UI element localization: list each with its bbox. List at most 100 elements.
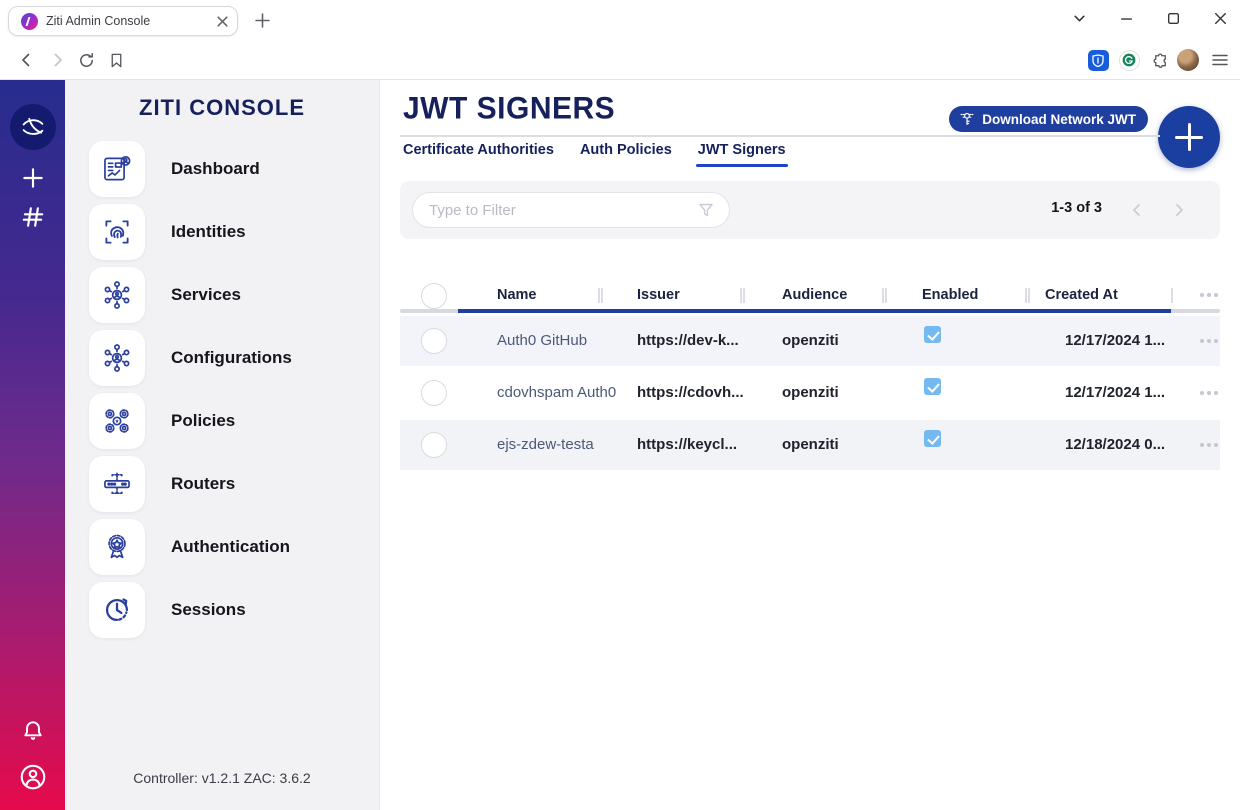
sidebar-item-services[interactable]: Services <box>89 267 359 323</box>
column-header-name[interactable]: Name <box>497 287 537 303</box>
column-resize-handle[interactable] <box>598 288 603 303</box>
jwt-key-icon <box>960 112 974 125</box>
bookmark-icon[interactable] <box>104 48 128 72</box>
network-icon <box>89 330 145 386</box>
browser-tabstrip: Ziti Admin Console <box>0 0 1240 40</box>
dashboard-icon <box>89 141 145 197</box>
forward-icon[interactable] <box>46 48 70 72</box>
sidebar-item-label: Services <box>171 285 241 304</box>
medal-icon <box>89 519 145 575</box>
enabled-checkbox[interactable] <box>924 378 941 395</box>
table-row[interactable]: Auth0 GitHub https://dev-k... openziti 1… <box>400 316 1220 366</box>
grammarly-extension-icon[interactable] <box>1117 48 1141 72</box>
sidebar-item-label: Routers <box>171 474 236 493</box>
rail-add-icon[interactable] <box>0 165 65 191</box>
sidebar-item-configurations[interactable]: Configurations <box>89 330 359 386</box>
add-jwt-signer-button[interactable] <box>1158 106 1220 168</box>
browser-toolbar: https://ctrl.cdaws.clint.demo.openziti.o… <box>0 40 1240 115</box>
sidebar-item-authentication[interactable]: Authentication <box>89 519 359 575</box>
column-header-enabled[interactable]: Enabled <box>922 287 979 303</box>
cell-issuer: https://keycl... <box>637 436 738 453</box>
app-rail <box>0 80 65 810</box>
ziti-favicon <box>21 12 38 30</box>
cell-name[interactable]: ejs-zdew-testa <box>497 436 594 453</box>
window-minimize-button[interactable] <box>1116 8 1136 28</box>
download-button-label: Download Network JWT <box>982 111 1136 127</box>
profile-avatar[interactable] <box>1176 48 1200 72</box>
cell-name[interactable]: Auth0 GitHub <box>497 332 588 349</box>
pagination-prev-icon[interactable] <box>1126 199 1148 221</box>
table-row[interactable]: ejs-zdew-testa https://keycl... openziti… <box>400 420 1220 470</box>
cell-issuer: https://cdovh... <box>637 384 744 401</box>
rail-hash-icon[interactable] <box>0 204 65 230</box>
gears-icon <box>89 393 145 449</box>
column-resize-handle[interactable] <box>740 288 745 303</box>
sidebar-item-label: Sessions <box>171 600 246 619</box>
column-resize-handle[interactable] <box>1171 288 1173 303</box>
extensions-puzzle-icon[interactable] <box>1148 48 1172 72</box>
tab-certificate-authorities[interactable]: Certificate Authorities <box>403 142 554 158</box>
fingerprint-icon <box>89 204 145 260</box>
sidebar-item-label: Identities <box>171 222 246 241</box>
sidebar-item-dashboard[interactable]: Dashboard <box>89 141 359 197</box>
sidebar-item-identities[interactable]: Identities <box>89 204 359 260</box>
column-resize-handle[interactable] <box>882 288 887 303</box>
filter-input[interactable] <box>412 192 730 228</box>
reload-icon[interactable] <box>74 48 98 72</box>
enabled-checkbox[interactable] <box>924 430 941 447</box>
column-header-created-at[interactable]: Created At <box>1045 287 1118 303</box>
row-menu-icon[interactable] <box>1200 443 1218 447</box>
browser-tab[interactable]: Ziti Admin Console <box>8 6 238 36</box>
window-close-button[interactable] <box>1210 8 1230 28</box>
clock-icon <box>89 582 145 638</box>
tab-search-chevron-icon[interactable] <box>1069 8 1089 28</box>
row-select-radio[interactable] <box>421 432 447 458</box>
account-icon[interactable] <box>0 762 65 792</box>
sidebar: ZITI CONSOLE Dashboard <box>65 80 380 810</box>
row-select-radio[interactable] <box>421 380 447 406</box>
sidebar-item-label: Configurations <box>171 348 292 367</box>
cell-audience: openziti <box>782 436 839 453</box>
back-icon[interactable] <box>14 48 38 72</box>
tab-jwt-signers[interactable]: JWT Signers <box>695 142 788 167</box>
filter-funnel-icon[interactable] <box>696 200 716 220</box>
row-menu-icon[interactable] <box>1200 391 1218 395</box>
version-info: Controller: v1.2.1 ZAC: 3.6.2 <box>133 770 311 786</box>
notifications-bell-icon[interactable] <box>0 718 65 744</box>
tab-title: Ziti Admin Console <box>46 14 151 28</box>
table-header-underline-accent <box>458 309 1171 313</box>
column-header-issuer[interactable]: Issuer <box>637 287 680 303</box>
main-content: JWT SIGNERS Download Network JWT Certifi… <box>380 80 1240 810</box>
sidebar-item-label: Policies <box>171 411 236 430</box>
cell-audience: openziti <box>782 332 839 349</box>
page-title: JWT SIGNERS <box>403 91 616 126</box>
ziti-logo-icon[interactable] <box>0 104 65 150</box>
browser-menu-icon[interactable] <box>1208 48 1232 72</box>
cell-created-at: 12/17/2024 1... <box>1065 332 1166 349</box>
tab-close-icon[interactable] <box>216 15 229 28</box>
sidebar-item-sessions[interactable]: Sessions <box>89 582 359 638</box>
cell-name[interactable]: cdovhspam Auth0 <box>497 384 617 401</box>
enabled-checkbox[interactable] <box>924 326 941 343</box>
window-maximize-button[interactable] <box>1163 8 1183 28</box>
sidebar-item-label: Dashboard <box>171 159 260 178</box>
network-icon <box>89 267 145 323</box>
row-menu-icon[interactable] <box>1200 339 1218 343</box>
table-header: Name Issuer Audience Enabled Created At <box>400 283 1220 309</box>
table-row[interactable]: cdovhspam Auth0 https://cdovh... openzit… <box>400 368 1220 418</box>
sidebar-item-policies[interactable]: Policies <box>89 393 359 449</box>
row-select-radio[interactable] <box>421 328 447 354</box>
column-header-audience[interactable]: Audience <box>782 287 848 303</box>
tab-auth-policies[interactable]: Auth Policies <box>579 142 672 158</box>
column-resize-handle[interactable] <box>1025 288 1030 303</box>
cell-audience: openziti <box>782 384 839 401</box>
select-all-radio[interactable] <box>421 283 447 309</box>
bitwarden-extension-icon[interactable] <box>1086 48 1110 72</box>
table-menu-icon[interactable] <box>1200 293 1218 297</box>
new-tab-button[interactable] <box>252 10 272 30</box>
sidebar-item-routers[interactable]: Routers <box>89 456 359 512</box>
download-network-jwt-button[interactable]: Download Network JWT <box>949 106 1148 132</box>
pagination-next-icon[interactable] <box>1168 199 1190 221</box>
sidebar-item-label: Authentication <box>171 537 290 556</box>
